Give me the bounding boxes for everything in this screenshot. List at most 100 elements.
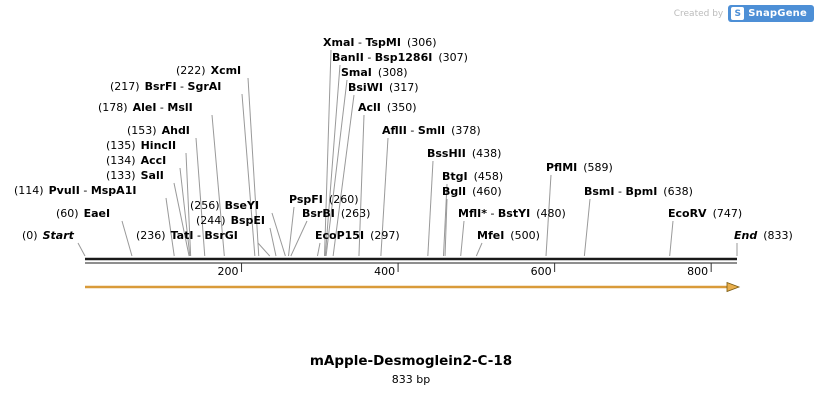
leader-line-AleI-MslI (211, 114, 225, 257)
map-length: 833 bp (391, 373, 431, 386)
site-position: (135) (106, 139, 136, 152)
site-label-XcmI: (222) XcmI (176, 64, 241, 77)
enzyme-name: SalI (140, 169, 164, 182)
site-position: (153) (127, 124, 157, 137)
leader-line-TatI-BsrGI (257, 242, 271, 257)
leader-line-SmaI (325, 79, 348, 257)
site-position: (306) (406, 36, 437, 49)
enzyme-name: XmaI (323, 36, 355, 49)
enzyme-name: BssHII (427, 147, 466, 160)
site-position: (458) (473, 170, 504, 183)
enzyme-name: BstYI (497, 207, 531, 220)
leader-line-MflI-BstYI (460, 220, 465, 257)
site-label-AclI: AclI (350) (358, 101, 417, 114)
site-position: (500) (510, 229, 540, 242)
site-name-separator: - (193, 229, 205, 242)
site-position: (638) (663, 185, 693, 198)
enzyme-name: XcmI (210, 64, 242, 77)
ruler-tick-label: 400 (374, 265, 396, 278)
title-block: mApple-Desmoglein2-C-18 833 bp (0, 353, 822, 386)
snapgene-brand-label: SnapGene (748, 8, 807, 19)
leader-line-BseYI (271, 212, 286, 257)
site-label-BsrBI: BsrBI (263) (302, 207, 370, 220)
enzyme-name: AccI (140, 154, 167, 167)
site-label-BsiWI: BsiWI (317) (348, 81, 419, 94)
site-label-BseYI: (256) BseYI (190, 199, 259, 212)
ruler-tick-label: 200 (217, 265, 239, 278)
enzyme-name: MspA1I (90, 184, 137, 197)
ruler-tick-label: 600 (530, 265, 552, 278)
site-position: (134) (106, 154, 136, 167)
enzyme-name: EcoP15I (315, 229, 365, 242)
enzyme-name: BsrFI (144, 80, 177, 93)
leader-line-AhdI (195, 137, 206, 257)
site-name-separator: - (156, 101, 168, 114)
site-label-HincII: (135) HincII (106, 139, 176, 152)
site-label-MfeI: MfeI (500) (477, 229, 540, 242)
site-position: (297) (370, 229, 400, 242)
enzyme-name: BanII (332, 51, 364, 64)
site-label-MflI-BstYI: MflI* - BstYI (480) (458, 207, 566, 220)
site-name-separator: - (176, 80, 188, 93)
site-position: (460) (472, 185, 502, 198)
enzyme-name: TatI (170, 229, 194, 242)
leader-line-SalI (173, 182, 190, 257)
leader-line-BssHII (427, 160, 434, 257)
enzyme-name: BsrGI (204, 229, 238, 242)
leader-line-AccI (179, 167, 191, 257)
site-label-BanII-Bsp1286I: BanII - Bsp1286I (307) (332, 51, 468, 64)
leader-line-PvuII-MspA1I (165, 197, 175, 257)
enzyme-name: BpmI (625, 185, 658, 198)
map-title: mApple-Desmoglein2-C-18 (309, 353, 513, 369)
leader-line-BanII-Bsp1286I (324, 64, 341, 257)
site-position: (114) (14, 184, 44, 197)
site-label-BsmI-BpmI: BsmI - BpmI (638) (584, 185, 693, 198)
leader-line-PflMI (545, 174, 552, 257)
site-label-EcoP15I: EcoP15I (297) (315, 229, 400, 242)
snapgene-logo-icon: S (731, 7, 745, 20)
site-position: (217) (110, 80, 140, 93)
leader-line-BsiWI (332, 94, 355, 257)
created-by-label: Created by (673, 8, 724, 19)
enzyme-name: AleI (132, 101, 157, 114)
feature-arrowhead (726, 281, 741, 293)
enzyme-name: Start (42, 229, 74, 242)
site-label-XmaI-TspMI: XmaI - TspMI (306) (323, 36, 437, 49)
leader-line-BsrBI (290, 220, 308, 257)
enzyme-name: SgrAI (187, 80, 222, 93)
site-position: (133) (106, 169, 136, 182)
leader-line-EcoRV (669, 220, 674, 257)
leader-line-BspEI (269, 227, 277, 257)
enzyme-name: BsmI (584, 185, 615, 198)
enzyme-name: MfeI (477, 229, 505, 242)
enzyme-name: SmaI (341, 66, 372, 79)
enzyme-name: Bsp1286I (374, 51, 433, 64)
enzyme-name: PvuII (48, 184, 80, 197)
leader-line-BsmI-BpmI (583, 198, 591, 257)
enzyme-name: PspFI (289, 193, 323, 206)
site-label-BspEI: (244) BspEI (196, 214, 265, 227)
site-position: (263) (340, 207, 371, 220)
site-label-PflMI: PflMI (589) (546, 161, 613, 174)
site-position: (236) (136, 229, 166, 242)
site-label-AflII-SmlI: AflII - SmlI (378) (382, 124, 481, 137)
site-label-PvuII-MspA1I: (114) PvuII - MspA1I (14, 184, 136, 197)
site-label-Start: (0) Start (22, 229, 74, 242)
site-position: (244) (196, 214, 226, 227)
enzyme-name: BspEI (230, 214, 266, 227)
site-label-SalI: (133) SalI (106, 169, 164, 182)
leader-line-AclI (358, 114, 365, 257)
snapgene-badge: S SnapGene (728, 5, 814, 22)
enzyme-name: BglI (442, 185, 467, 198)
site-name-separator: - (363, 51, 375, 64)
leader-line-BtgI (442, 183, 448, 257)
enzyme-name: PflMI (546, 161, 578, 174)
enzyme-name: TspMI (365, 36, 401, 49)
site-name-separator: - (614, 185, 626, 198)
ruler-tick-label: 800 (687, 265, 709, 278)
enzyme-name: End (734, 229, 758, 242)
enzyme-name: HincII (140, 139, 177, 152)
leader-line-BglI (444, 198, 448, 257)
enzyme-name: MflI* (458, 207, 487, 220)
